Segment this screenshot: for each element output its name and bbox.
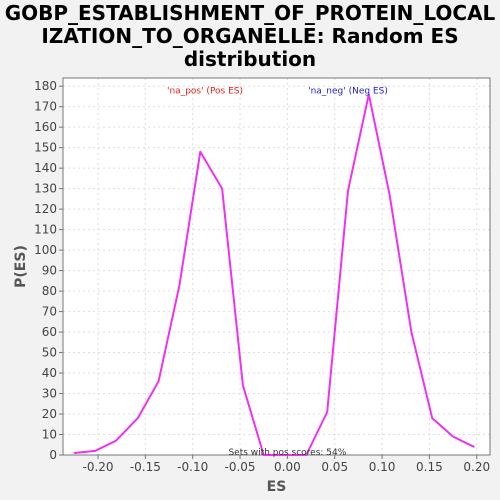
- y-tick-label: 120: [34, 202, 57, 216]
- x-tick-label: 0.20: [463, 460, 490, 474]
- plot-area: [63, 78, 490, 455]
- data-point: [262, 454, 265, 456]
- chart-title-line-3: distribution: [183, 47, 317, 71]
- data-point: [115, 439, 117, 442]
- data-point: [157, 380, 160, 383]
- x-tick-label: 0.00: [274, 460, 301, 474]
- data-point: [221, 187, 223, 190]
- data-point: [73, 452, 76, 454]
- annotation-1: 'na_pos' (Pos ES): [167, 86, 243, 96]
- x-tick-label: -0.20: [82, 460, 113, 474]
- data-point: [305, 454, 308, 456]
- x-tick-label: -0.10: [177, 460, 208, 474]
- data-point: [326, 411, 328, 413]
- chart-title-line-1: GOBP_ESTABLISHMENT_OF_PROTEIN_LOCAL: [4, 1, 496, 25]
- annotation-2: 'na_neg' (Neg ES): [308, 86, 388, 96]
- y-tick-label: 110: [34, 223, 57, 237]
- data-point: [94, 450, 96, 452]
- y-tick-label: 100: [34, 243, 57, 257]
- data-point: [283, 454, 286, 456]
- chart-title-line-2: IZATION_TO_ORGANELLE: Random ES: [41, 24, 459, 48]
- y-tick-label: 40: [42, 366, 57, 380]
- y-tick-label: 130: [34, 182, 57, 196]
- x-tick-label: -0.05: [225, 460, 256, 474]
- x-tick-label: 0.15: [416, 460, 443, 474]
- x-tick-label: 0.05: [321, 460, 348, 474]
- y-tick-label: 30: [42, 387, 57, 401]
- data-point: [368, 93, 370, 96]
- x-tick-label: 0.10: [369, 460, 396, 474]
- annotation-3: Sets with pos scores: 54%: [228, 448, 346, 458]
- y-tick-label: 90: [42, 264, 57, 278]
- y-tick-label: 150: [34, 141, 57, 155]
- y-tick-label: 160: [34, 120, 57, 134]
- x-axis-label: ES: [267, 479, 287, 495]
- y-tick-label: 170: [34, 100, 57, 114]
- x-tick-label: -0.15: [130, 460, 161, 474]
- data-point: [199, 150, 202, 153]
- chart-title: GOBP_ESTABLISHMENT_OF_PROTEIN_LOCAL IZAT…: [0, 2, 500, 71]
- y-tick-label: 180: [34, 79, 57, 93]
- y-tick-label: 140: [34, 161, 57, 175]
- data-point: [431, 417, 434, 419]
- data-point: [410, 331, 413, 333]
- y-tick-label: 60: [42, 325, 57, 339]
- data-point: [178, 284, 181, 286]
- y-tick-label: 0: [49, 448, 57, 462]
- y-tick-label: 10: [42, 428, 57, 442]
- y-tick-label: 20: [42, 407, 57, 421]
- data-point: [242, 384, 244, 387]
- data-point: [136, 417, 139, 419]
- y-tick-label: 80: [42, 284, 57, 298]
- y-axis-label: P(ES): [13, 245, 29, 288]
- y-tick-label: 70: [42, 305, 57, 319]
- data-point: [388, 193, 391, 196]
- series-line: [74, 93, 475, 456]
- data-point: [347, 189, 349, 192]
- data-point: [452, 435, 454, 438]
- y-tick-label: 50: [42, 346, 57, 360]
- data-point: [473, 446, 475, 448]
